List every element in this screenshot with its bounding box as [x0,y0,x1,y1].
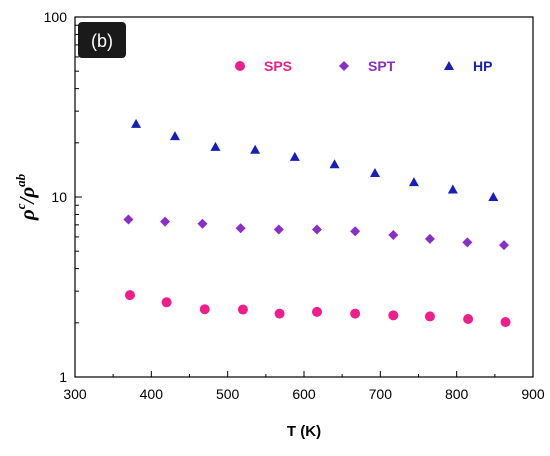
legend: SPS SPT HP [235,58,492,74]
data-point-hp [210,141,221,151]
x-tick-label: 500 [216,386,240,402]
x-tick-label: 800 [445,386,469,402]
data-point-spt [350,226,361,237]
y-axis-title-base: ρ [15,209,39,221]
plot-area [74,16,534,378]
svg-text:ρc/ρab: ρc/ρab [13,173,39,221]
data-point-hp [250,144,261,154]
x-axis: 300 400 500 600 700 800 900 [63,371,545,402]
legend-marker [339,61,349,71]
x-axis-title: T (K) [287,423,321,440]
data-point-spt [424,233,435,244]
data-point-sps [424,311,435,322]
data-point-hp [329,159,340,169]
series-hp [131,118,499,201]
data-point-sps [161,297,172,308]
data-point-hp [408,177,419,187]
y-tick-label: 1 [59,369,67,385]
data-point-hp [131,118,142,128]
x-tick-label: 700 [369,386,393,402]
data-point-spt [311,224,322,235]
x-tick-label: 400 [140,386,164,402]
y-axis: 1 10 100 [44,9,82,385]
series-spt [123,214,509,251]
data-point-spt [462,237,473,248]
legend-label: SPS [264,58,292,74]
data-point-sps [500,317,511,328]
data-point-sps [274,308,285,319]
data-point-hp [169,131,180,141]
data-point-sps [237,304,248,315]
panel-label-box: (b) [78,22,126,58]
data-point-spt [388,230,399,241]
y-axis-title-sup1: c [13,203,28,209]
data-point-hp [447,184,458,194]
data-point-hp [488,192,499,201]
data-point-sps [463,314,474,325]
x-tick-label: 900 [521,386,545,402]
legend-marker [444,61,454,70]
data-point-spt [235,223,246,234]
legend-item-sps: SPS [235,58,292,74]
series-layer [123,118,511,328]
data-point-sps [311,306,322,317]
y-axis-title-sup2: ab [13,173,28,187]
data-point-spt [498,240,509,251]
data-point-spt [273,224,284,235]
data-point-hp [369,167,380,177]
legend-marker [235,61,245,71]
panel-label: (b) [91,31,113,51]
y-axis-title: ρc/ρab [13,173,39,221]
data-point-sps [199,304,210,315]
x-tick-label: 300 [63,386,87,402]
legend-label: HP [473,58,492,74]
y-tick-label: 10 [51,189,67,205]
data-point-hp [289,151,300,161]
data-point-spt [123,214,134,225]
legend-label: SPT [368,58,396,74]
y-axis-title-sep: /ρ [15,187,39,206]
legend-item-hp: HP [444,58,492,74]
x-tick-label: 600 [292,386,316,402]
data-point-spt [160,216,171,227]
data-point-sps [124,290,135,301]
data-point-spt [197,218,208,229]
data-point-sps [388,310,399,321]
y-tick-label: 100 [44,9,68,25]
series-sps [124,290,511,328]
data-point-sps [350,308,361,319]
legend-item-spt: SPT [339,58,396,74]
